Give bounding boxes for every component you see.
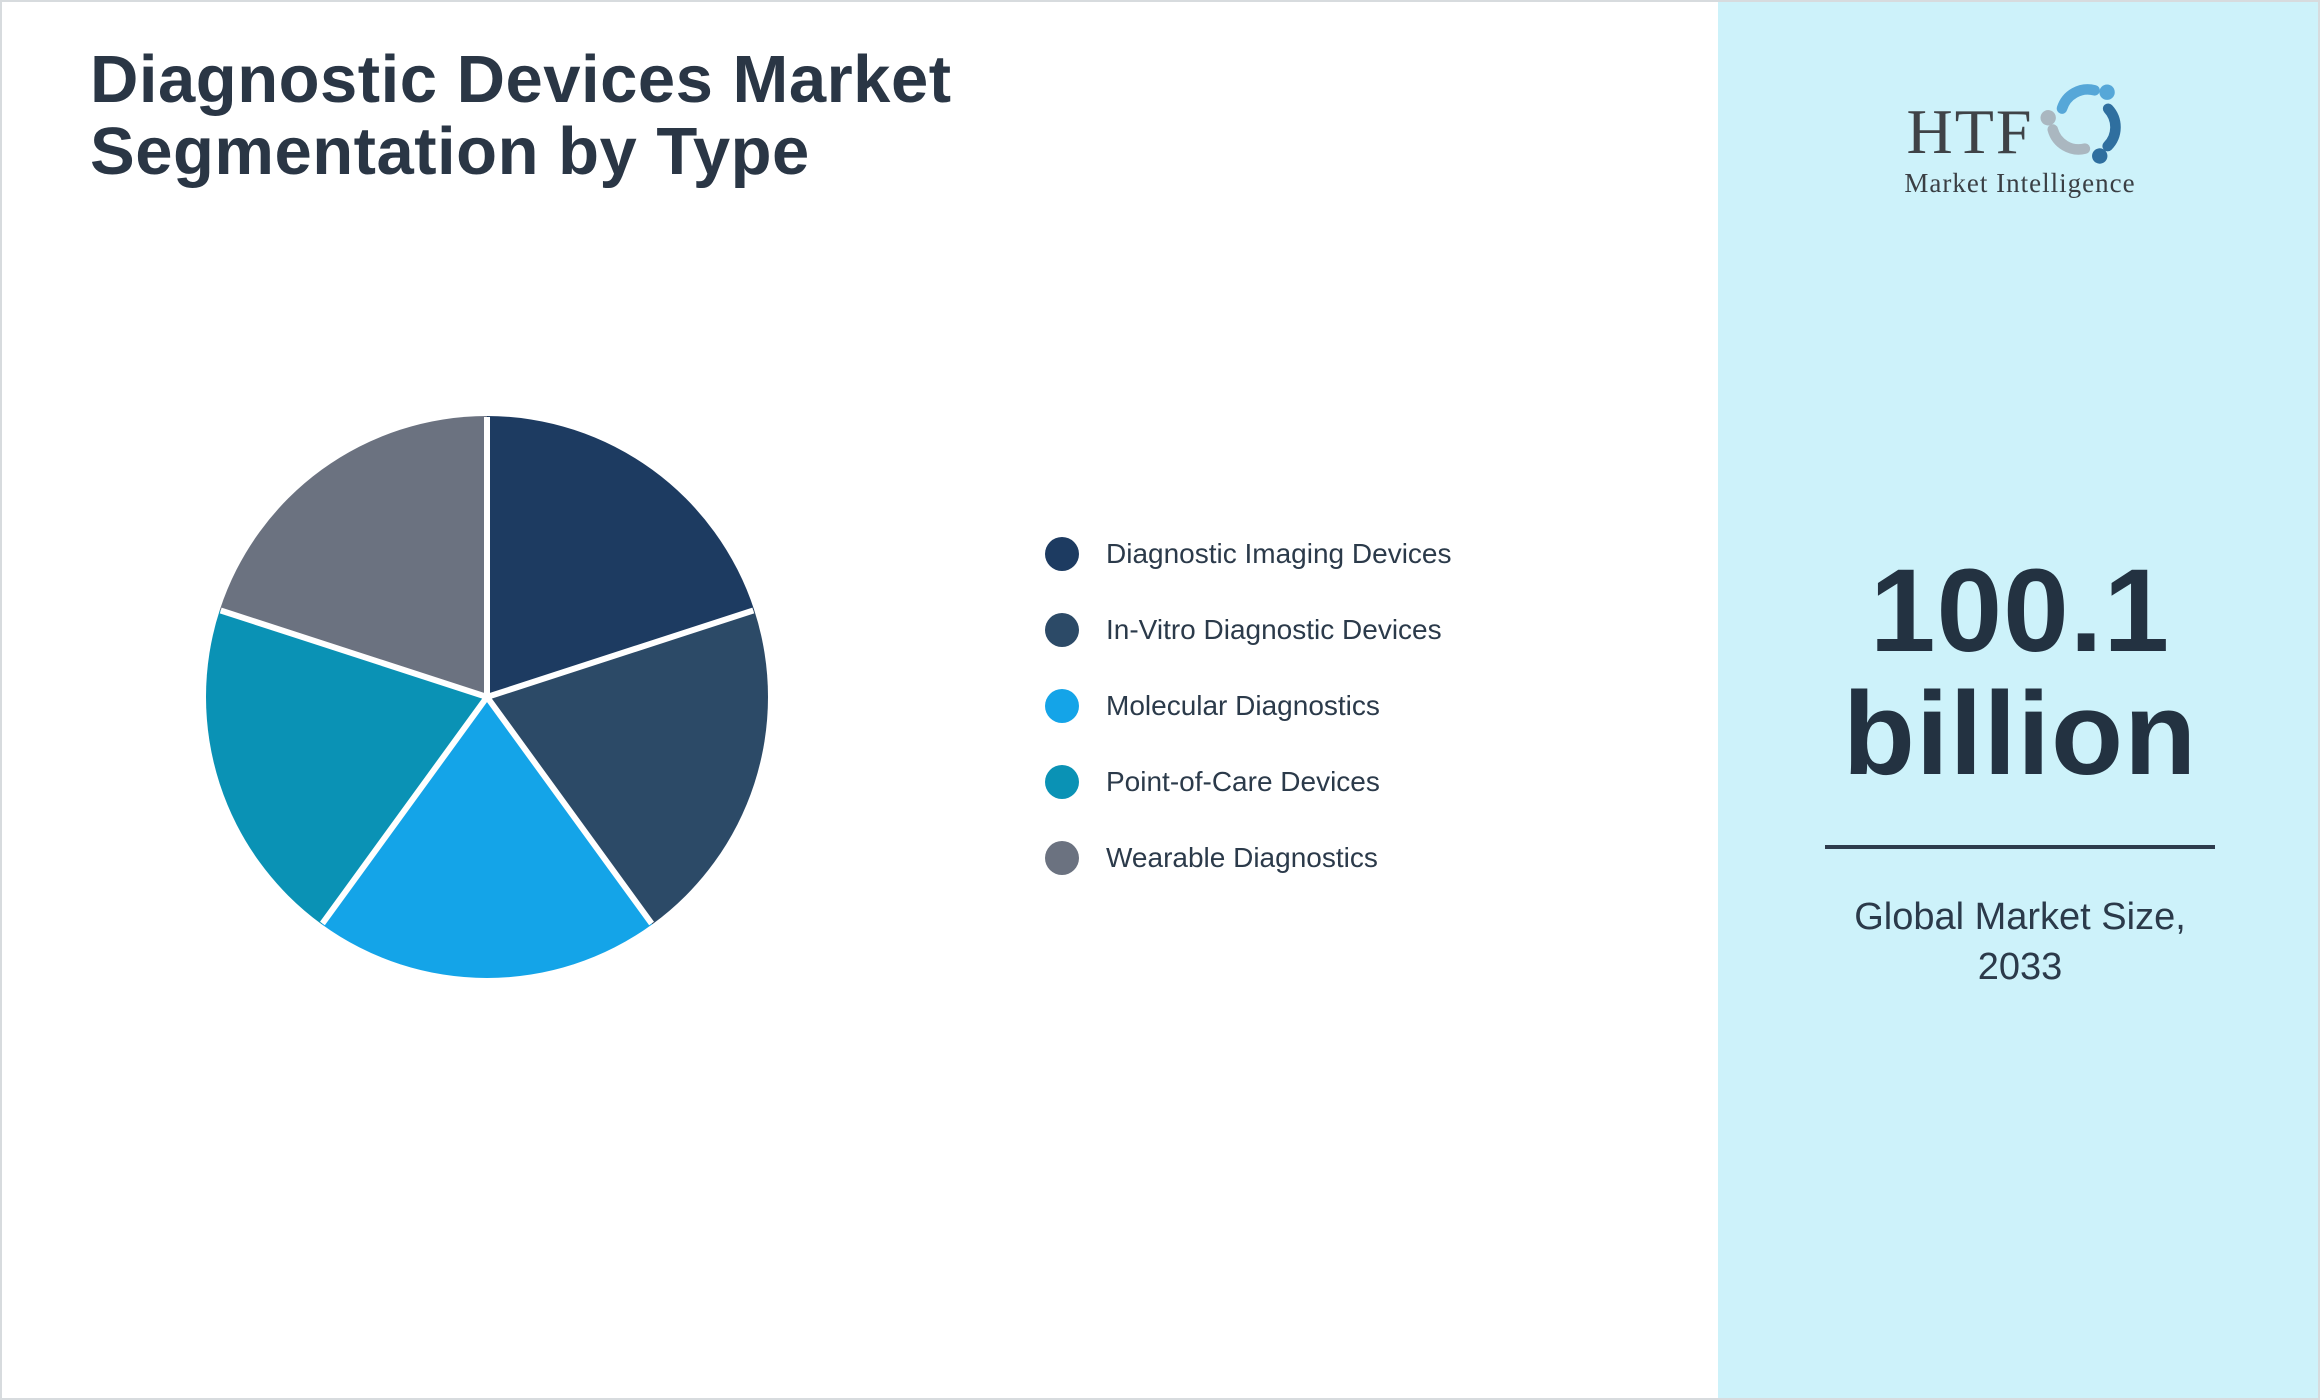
pie-slice-0: [487, 416, 755, 697]
legend-label: Diagnostic Imaging Devices: [1106, 538, 1452, 569]
pie-slice-gap: [319, 695, 490, 926]
htf-swirl-icon: [2040, 84, 2122, 164]
htf-logo: HTF Market Intelligence: [1718, 74, 2318, 199]
sidebar-divider: [1825, 845, 2215, 849]
legend-label: Wearable Diagnostics: [1106, 842, 1378, 873]
market-size-unit: billion: [1842, 667, 2198, 800]
legend-item: Wearable Diagnostics: [1045, 820, 1452, 896]
legend-item: In-Vitro Diagnostic Devices: [1045, 592, 1452, 668]
market-size-value: 100.1 billion: [1718, 545, 2318, 800]
htf-logo-subtext: Market Intelligence: [1904, 168, 2136, 198]
pie-chart-container: [187, 397, 787, 997]
sidebar: HTF Market Intelligence: [1718, 2, 2318, 1398]
pie-slice-gap: [219, 607, 488, 700]
legend-item: Molecular Diagnostics: [1045, 668, 1452, 744]
page-title-line1: Diagnostic Devices Market: [90, 42, 952, 117]
pie-slice-4: [219, 416, 487, 697]
pie-slice-1: [487, 610, 768, 925]
htf-logo-text: HTF: [1906, 96, 2034, 167]
legend-dot: [1045, 765, 1079, 799]
legend-item: Diagnostic Imaging Devices: [1045, 516, 1452, 592]
market-size-caption: Global Market Size, 2033: [1718, 892, 2318, 992]
caption-line1: Global Market Size,: [1854, 896, 2186, 938]
legend-dot: [1045, 841, 1079, 875]
legend-dot: [1045, 537, 1079, 571]
caption-line2: 2033: [1977, 946, 2063, 989]
market-size-number: 100.1: [1869, 545, 2171, 677]
page-title-line2: Segmentation by Type: [90, 114, 810, 190]
pie-slice-3: [206, 610, 488, 925]
legend-label: In-Vitro Diagnostic Devices: [1106, 614, 1442, 645]
pie-chart: [206, 416, 768, 979]
legend-label: Point-of-Care Devices: [1106, 766, 1380, 797]
chart-legend: Diagnostic Imaging Devices In-Vitro Diag…: [1045, 516, 1452, 896]
legend-dot: [1045, 613, 1079, 647]
legend-label: Molecular Diagnostics: [1106, 690, 1380, 721]
pie-slice-gap: [486, 607, 755, 700]
pie-slice-gap: [484, 695, 655, 926]
legend-dot: [1045, 689, 1079, 723]
page-title: Diagnostic Devices Market Segmentation b…: [90, 42, 952, 190]
pie-slice-2: [321, 697, 653, 979]
legend-item: Point-of-Care Devices: [1045, 744, 1452, 820]
